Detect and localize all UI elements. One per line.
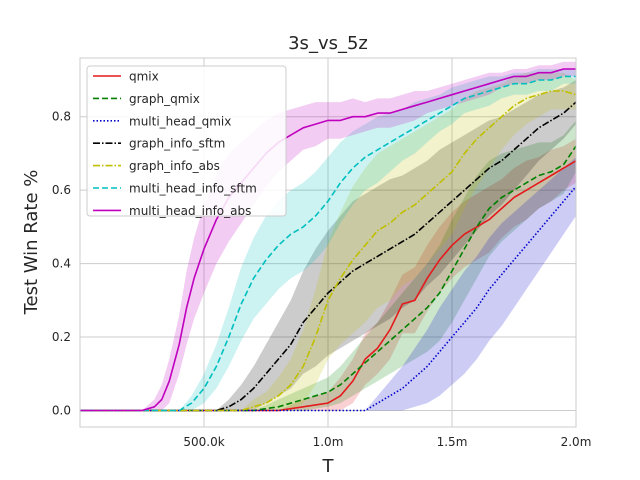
y-tick-label: 0.2 <box>52 330 71 344</box>
confidence-band-multi-head-qmix <box>80 157 576 411</box>
y-tick-label: 0.4 <box>52 257 71 271</box>
legend-box <box>86 65 287 217</box>
y-tick-label: 0.0 <box>52 403 71 417</box>
confidence-band-graph-info-sftm <box>80 80 576 411</box>
legend-label: graph_qmix <box>129 92 200 106</box>
confidence-band-qmix <box>80 138 576 411</box>
series-line-multi-head-info-abs <box>80 68 576 412</box>
series-line-graph-info-sftm <box>80 101 577 412</box>
series-line-multi-head-info-sftm <box>80 75 576 412</box>
series-line-graph-info-abs <box>80 90 577 412</box>
tick-labels: 500.0k 1.0m 1.5m 2.0m 0.0 0.2 0.4 0.6 0.8 <box>52 110 591 449</box>
legend-label: multi_head_qmix <box>129 114 231 128</box>
x-tick-label: 2.0m <box>561 435 592 449</box>
x-tick-label: 1.5m <box>437 435 468 449</box>
x-tick-label: 1.0m <box>313 435 344 449</box>
plot-frame <box>79 57 577 428</box>
confidence-band-graph-qmix <box>80 120 576 411</box>
legend-label: qmix <box>129 70 159 84</box>
confidence-band-multi-head-info-sftm <box>80 69 576 411</box>
series-line-graph-qmix <box>80 145 577 412</box>
legend: qmix graph_qmix multi_head_qmix graph_info_… <box>86 65 287 218</box>
series-lines <box>80 68 577 412</box>
x-tick-label: 500.0k <box>183 435 224 449</box>
legend-label: graph_info_abs <box>129 159 220 173</box>
y-tick-label: 0.8 <box>52 110 71 124</box>
x-axis-label: T <box>322 456 335 477</box>
legend-label: multi_head_info_sftm <box>129 182 257 196</box>
y-tick-label: 0.6 <box>52 183 71 197</box>
confidence-band-multi-head-info-abs <box>80 61 576 411</box>
legend-label: graph_info_sftm <box>129 137 225 151</box>
y-axis-label: Test Win Rate % <box>21 170 42 316</box>
confidence-band-graph-info-abs <box>80 72 576 411</box>
confidence-bands <box>80 61 576 411</box>
legend-label: multi_head_info_abs <box>129 204 251 218</box>
series-line-qmix <box>80 160 577 412</box>
chart-title: 3s_vs_5z <box>288 33 368 54</box>
